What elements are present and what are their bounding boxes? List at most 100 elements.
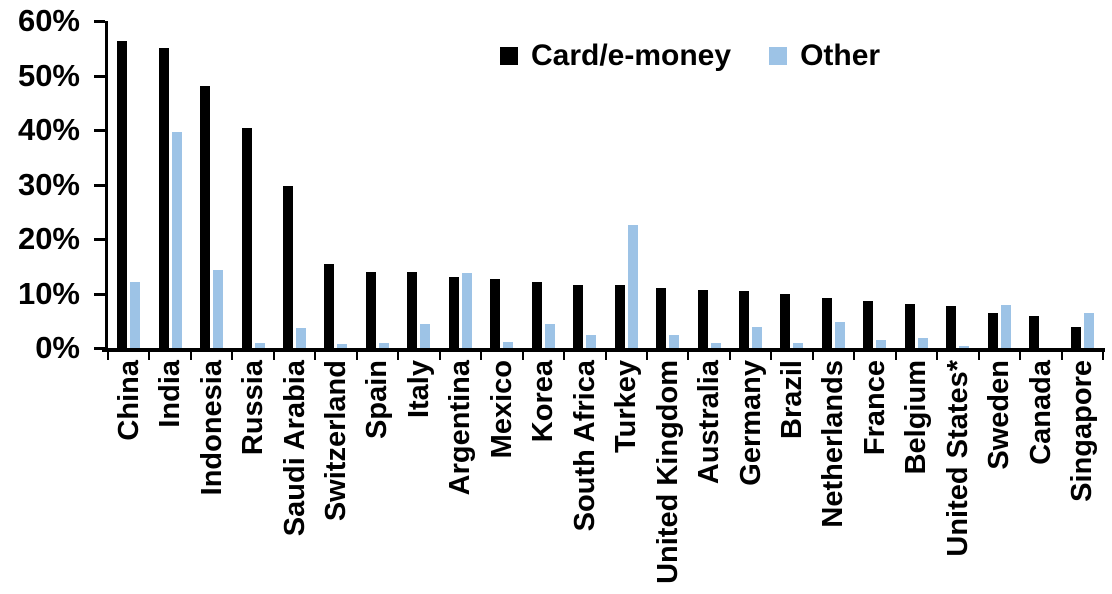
x-axis-tick bbox=[438, 352, 441, 360]
bar-group bbox=[108, 21, 149, 348]
x-axis-category-label: Singapore bbox=[1066, 360, 1099, 502]
x-axis-tick bbox=[687, 352, 690, 360]
bar-group bbox=[605, 21, 646, 348]
bar-card-e-money bbox=[739, 290, 750, 348]
x-axis-tick bbox=[355, 352, 358, 360]
bar-group bbox=[232, 21, 273, 348]
x-axis-category-label: United States* bbox=[941, 360, 974, 557]
x-axis-tick bbox=[231, 352, 234, 360]
bar-other bbox=[1083, 312, 1094, 348]
legend-item-card-e-money: Card/e-money bbox=[500, 39, 731, 73]
x-axis-category-cell: Italy bbox=[398, 360, 439, 592]
bar-group bbox=[1020, 21, 1061, 348]
x-axis-tick bbox=[1102, 352, 1104, 360]
legend-label-card-e-money: Card/e-money bbox=[531, 39, 732, 72]
bar-card-e-money bbox=[656, 288, 667, 348]
x-axis-category-cell: France bbox=[854, 360, 895, 592]
x-axis-category-cell: Canada bbox=[1020, 360, 1061, 592]
bar-card-e-money bbox=[448, 276, 459, 348]
x-axis-tick bbox=[189, 352, 192, 360]
bar-group bbox=[730, 21, 771, 348]
x-axis-tick bbox=[314, 352, 317, 360]
y-axis-line bbox=[105, 21, 108, 348]
bar-card-e-money bbox=[324, 263, 335, 348]
bar-card-e-money bbox=[573, 284, 584, 348]
y-axis-label: 30% bbox=[17, 166, 80, 202]
x-axis-category-cell: Korea bbox=[523, 360, 564, 592]
y-axis-label: 60% bbox=[17, 3, 80, 38]
bar-group bbox=[564, 21, 605, 348]
bar-group bbox=[440, 21, 481, 348]
x-axis-category-cell: Germany bbox=[730, 360, 771, 592]
x-axis-tick bbox=[770, 352, 773, 360]
bar-other bbox=[752, 326, 763, 348]
bar-card-e-money bbox=[407, 272, 418, 348]
bar-other bbox=[171, 132, 182, 348]
bar-group bbox=[398, 21, 439, 348]
x-axis-category-cell: Netherlands bbox=[813, 360, 854, 592]
bar-other bbox=[627, 225, 638, 348]
bar-group bbox=[357, 21, 398, 348]
bar-card-e-money bbox=[241, 127, 252, 348]
y-axis-tick bbox=[94, 347, 105, 350]
y-axis-tick bbox=[94, 74, 105, 78]
x-axis-tick bbox=[272, 352, 275, 360]
x-axis-category-cell: Turkey bbox=[605, 360, 646, 592]
y-axis-label: 50% bbox=[17, 57, 80, 93]
x-axis-category-label: Switzerland bbox=[319, 360, 352, 522]
x-axis-tick bbox=[1060, 352, 1063, 360]
x-axis-category-cell: Mexico bbox=[481, 360, 522, 592]
x-axis-category-cell: India bbox=[149, 360, 190, 592]
bar-card-e-money bbox=[821, 298, 832, 348]
x-axis-category-cell: Spain bbox=[357, 360, 398, 592]
bar-group bbox=[191, 21, 232, 348]
bar-card-e-money bbox=[1070, 326, 1081, 348]
bar-other bbox=[834, 322, 845, 348]
x-axis-tick bbox=[811, 352, 814, 360]
bar-other bbox=[296, 328, 307, 348]
legend-label-other: Other bbox=[800, 39, 881, 72]
x-axis-category-cell: United States* bbox=[937, 360, 978, 592]
x-axis-tick bbox=[977, 352, 980, 360]
x-axis-tick bbox=[397, 352, 400, 360]
x-axis-tick bbox=[521, 352, 524, 360]
bar-group bbox=[274, 21, 315, 348]
x-axis-category-cell: United Kingdom bbox=[647, 360, 688, 592]
bar-other bbox=[917, 337, 928, 348]
bar-other bbox=[213, 269, 224, 348]
bar-group bbox=[896, 21, 937, 348]
bar-group bbox=[1061, 21, 1102, 348]
bar-card-e-money bbox=[1029, 316, 1040, 348]
bar-card-e-money bbox=[987, 313, 998, 348]
bar-other bbox=[254, 343, 265, 348]
bar-card-e-money bbox=[117, 40, 128, 348]
bar-group bbox=[481, 21, 522, 348]
bar-other bbox=[378, 343, 389, 348]
x-axis-tick bbox=[645, 352, 648, 360]
x-axis-category-label: India bbox=[154, 360, 187, 428]
x-axis-category-cell: Russia bbox=[232, 360, 273, 592]
bar-other bbox=[337, 344, 348, 348]
x-axis-tick bbox=[148, 352, 151, 360]
x-axis-tick bbox=[728, 352, 731, 360]
x-axis-tick bbox=[853, 352, 856, 360]
x-axis-category-label: Turkey bbox=[610, 360, 643, 453]
x-axis-category-label: Argentina bbox=[444, 360, 477, 496]
bar-card-e-money bbox=[200, 85, 211, 348]
y-axis-label: 40% bbox=[17, 112, 80, 147]
bar-other bbox=[793, 342, 804, 348]
x-axis-tick bbox=[936, 352, 939, 360]
x-axis-tick bbox=[563, 352, 566, 360]
legend-swatch-other bbox=[769, 47, 788, 65]
y-axis-tick bbox=[94, 238, 105, 241]
bar-card-e-money bbox=[614, 285, 625, 348]
bar-card-e-money bbox=[697, 289, 708, 348]
x-axis-category-cell: China bbox=[108, 360, 149, 592]
x-axis-category-label: Canada bbox=[1024, 360, 1057, 465]
x-axis-category-cell: Australia bbox=[688, 360, 729, 592]
x-axis-category-label: France bbox=[858, 360, 891, 456]
bar-card-e-money bbox=[365, 271, 376, 348]
bar-group bbox=[315, 21, 356, 348]
x-axis-category-label: Brazil bbox=[775, 360, 808, 439]
x-axis-category-label: Netherlands bbox=[817, 360, 850, 528]
